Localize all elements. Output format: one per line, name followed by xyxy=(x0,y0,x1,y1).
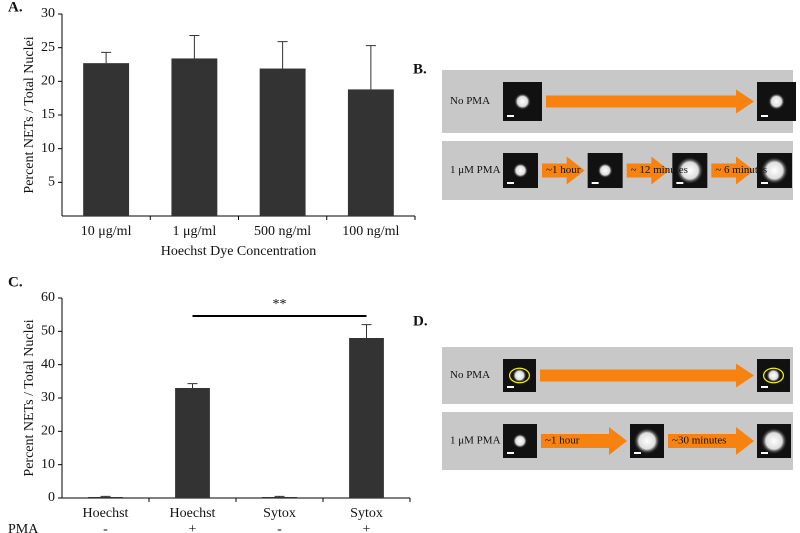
error-bar xyxy=(274,495,285,497)
panel-label: C. xyxy=(8,274,23,290)
roi xyxy=(508,367,531,384)
y-axis-label: Percent NETs / Total Nuclei xyxy=(22,319,37,476)
panel-label: A. xyxy=(8,0,23,15)
error-bar xyxy=(277,41,288,69)
nucleus xyxy=(675,156,704,185)
pma-label: + xyxy=(363,522,371,533)
bar xyxy=(88,497,123,498)
y-tick-label: 5 xyxy=(48,175,55,190)
scale-bar xyxy=(507,182,514,184)
y-tick-label: 50 xyxy=(41,324,55,339)
y-tick-label: 60 xyxy=(41,290,55,305)
step-label: ~1 hour xyxy=(546,164,581,176)
y-axis-label: Percent NETs / Total Nuclei xyxy=(22,36,37,193)
x-tick-label: 500 ng/ml xyxy=(254,224,311,239)
step-label: ~ 12 minutes xyxy=(631,164,688,176)
pma-label: + xyxy=(189,522,197,533)
bar xyxy=(259,68,306,216)
nucleus xyxy=(597,162,613,179)
step-label: ~1 hour xyxy=(545,435,580,447)
x-tick-label: Hoechst xyxy=(83,506,129,521)
bar xyxy=(349,338,384,498)
condition: No PMA xyxy=(450,95,490,107)
scale-bar xyxy=(507,386,514,388)
condition: 1 μM PMA xyxy=(450,164,501,176)
bar xyxy=(347,89,394,216)
scale-bar xyxy=(761,452,768,454)
nucleus xyxy=(760,156,789,185)
y-tick-label: 30 xyxy=(41,6,55,21)
nucleus xyxy=(767,92,786,111)
y-tick-label: 40 xyxy=(41,357,55,372)
pma-title: PMA xyxy=(8,522,39,533)
error-bar xyxy=(101,51,112,64)
pma-label: - xyxy=(277,522,282,533)
error-bar xyxy=(361,324,372,338)
nucleus xyxy=(512,162,529,179)
scale-bar xyxy=(507,115,514,117)
error-bar xyxy=(187,383,198,388)
x-tick-label: 1 μg/ml xyxy=(173,224,217,239)
bar xyxy=(83,63,130,216)
nucleus xyxy=(633,427,661,455)
panel-label: B. xyxy=(413,61,427,77)
y-tick-label: 30 xyxy=(41,390,55,405)
scale-bar xyxy=(761,115,768,117)
nucleus xyxy=(512,368,527,383)
arrow xyxy=(626,156,670,185)
arrow xyxy=(546,89,754,114)
nucleus xyxy=(766,368,781,383)
scale-bar xyxy=(761,182,768,184)
scale-bar xyxy=(507,452,514,454)
scale-bar xyxy=(761,386,768,388)
y-tick-label: 20 xyxy=(41,424,55,439)
arrow xyxy=(711,156,754,185)
y-tick-label: 20 xyxy=(41,74,55,89)
nucleus xyxy=(760,427,788,455)
y-tick-label: 10 xyxy=(41,141,55,156)
x-axis-label: Hoechst Dye Concentration xyxy=(161,244,317,259)
scale-bar xyxy=(676,182,684,184)
y-tick-label: 0 xyxy=(48,490,55,505)
panel-label: D. xyxy=(413,313,428,329)
roi xyxy=(762,367,785,384)
x-tick-label: Hoechst xyxy=(170,506,216,521)
nucleus xyxy=(512,433,528,449)
nucleus xyxy=(513,92,532,111)
error-bar xyxy=(365,45,376,90)
significance: ** xyxy=(273,297,287,312)
y-tick-label: 10 xyxy=(41,457,55,472)
error-bar xyxy=(100,495,111,497)
x-tick-label: Sytox xyxy=(263,506,296,521)
x-tick-label: 100 ng/ml xyxy=(342,224,399,239)
error-bar xyxy=(189,35,200,59)
x-tick-label: 10 μg/ml xyxy=(81,224,132,239)
scale-bar xyxy=(634,452,641,454)
arrow xyxy=(540,363,754,388)
arrow xyxy=(541,427,627,455)
scale-bar xyxy=(591,182,599,184)
y-tick-label: 15 xyxy=(41,107,55,122)
arrow xyxy=(542,156,585,185)
step-label: ~ 6 minutes xyxy=(715,164,767,176)
bar xyxy=(175,388,210,498)
bar xyxy=(262,497,297,498)
y-tick-label: 25 xyxy=(41,40,55,55)
arrow xyxy=(668,427,754,455)
step-label: ~30 minutes xyxy=(672,435,727,447)
pma-label: - xyxy=(103,522,108,533)
bar xyxy=(171,58,218,216)
x-tick-label: Sytox xyxy=(350,506,383,521)
condition: No PMA xyxy=(450,369,490,381)
condition: 1 μM PMA xyxy=(450,435,501,447)
